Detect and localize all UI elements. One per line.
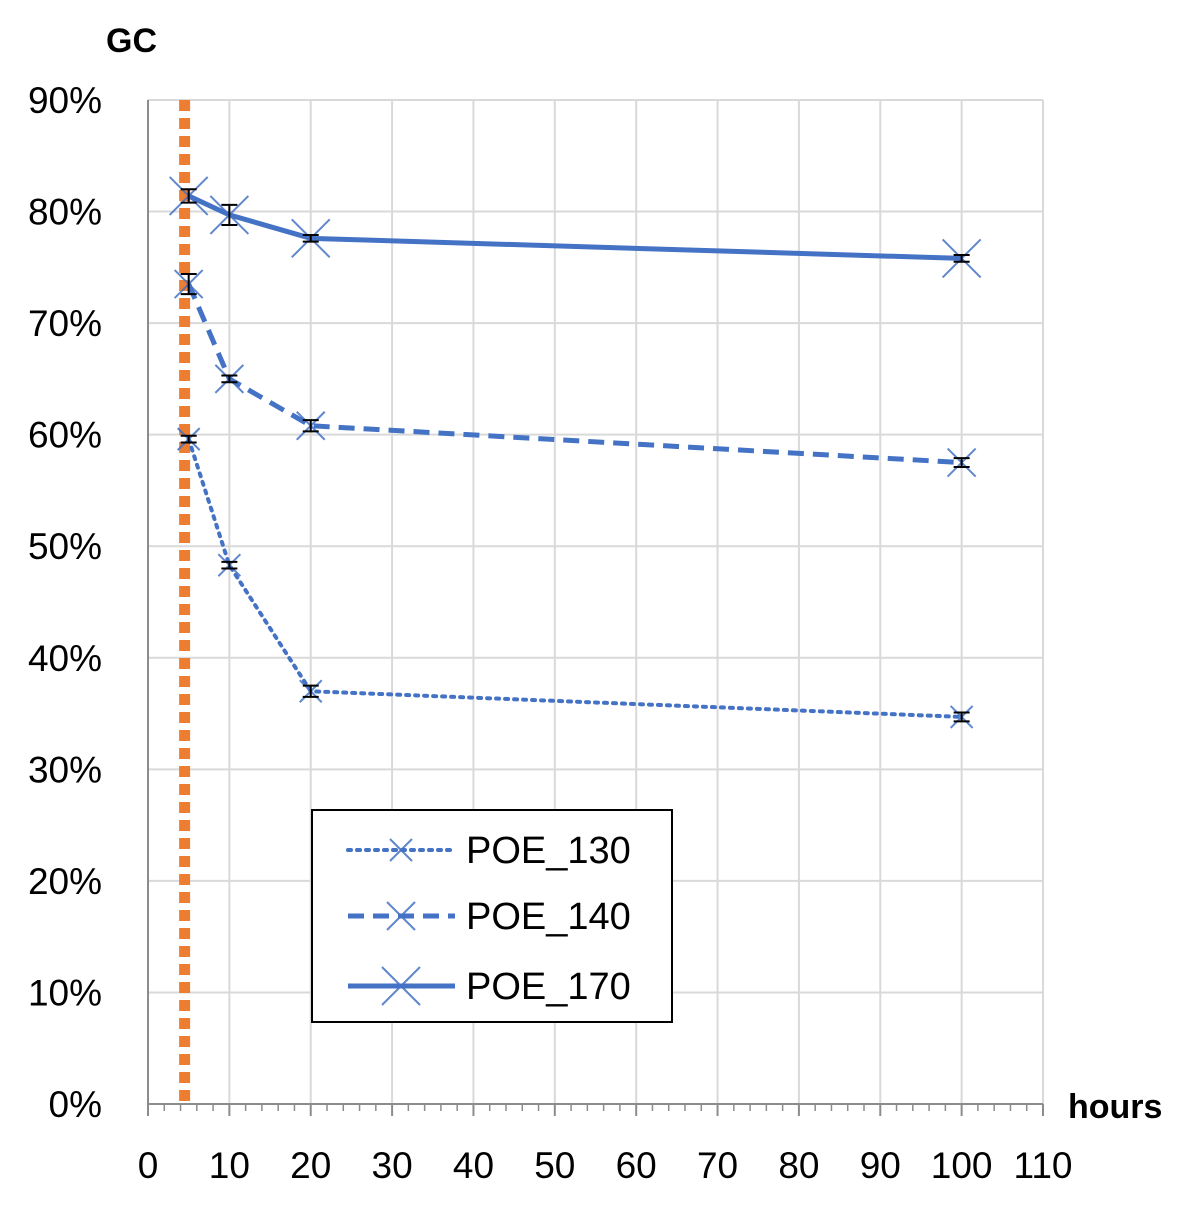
- legend-label: POE_170: [466, 966, 631, 1008]
- x-tick-label: 20: [290, 1145, 331, 1186]
- x-tick-label: 40: [453, 1145, 494, 1186]
- x-tick-label: 0: [138, 1145, 159, 1186]
- legend-entry: POE_130: [346, 830, 631, 872]
- series-line: [187, 193, 962, 261]
- error-bar: [953, 457, 970, 469]
- error-bar: [221, 203, 238, 226]
- series-poe-170: [168, 176, 982, 279]
- y-tick-label: 50%: [28, 526, 102, 567]
- x-tick-label: 90: [860, 1145, 901, 1186]
- y-tick-label: 30%: [28, 749, 102, 790]
- marker-stroke: [389, 838, 413, 862]
- x-tick-label: 110: [1014, 1145, 1073, 1186]
- y-tick-label: 40%: [28, 638, 102, 679]
- legend-entry: POE_140: [348, 896, 631, 938]
- x-tick-label: 30: [372, 1145, 413, 1186]
- series-line: [186, 437, 964, 719]
- marker-stroke: [386, 901, 416, 931]
- legend-marker: [389, 838, 413, 862]
- error-bar: [180, 273, 197, 296]
- error-bar: [221, 374, 238, 384]
- x-tick-label: 70: [697, 1145, 738, 1186]
- y-tick-label: 20%: [28, 861, 102, 902]
- series-poe-130: [176, 427, 974, 729]
- series-line: [186, 283, 962, 466]
- marker-stroke: [381, 966, 421, 1006]
- legend-label: POE_140: [466, 896, 631, 938]
- error-bar: [953, 254, 970, 263]
- y-tick-label: 0%: [49, 1084, 102, 1125]
- y-tick-label: 80%: [28, 192, 102, 233]
- label-layer: GC hours 0% 10% 20% 30% 40% 50% 60% 70% 80% 90% 0 1…: [28, 22, 1163, 1186]
- legend-entry: POE_170: [348, 966, 631, 1008]
- error-bar: [302, 684, 319, 698]
- series-poe-140: [173, 269, 977, 478]
- error-bar: [221, 560, 238, 570]
- x-tick-label: 60: [616, 1145, 657, 1186]
- legend-marker: [381, 966, 421, 1006]
- error-bar: [953, 711, 970, 723]
- legend-label: POE_130: [466, 830, 631, 872]
- axis-layer: [147, 100, 1044, 1116]
- y-tick-label: 90%: [28, 80, 102, 121]
- series-layer: [168, 176, 982, 729]
- x-tick-label: 100: [931, 1145, 993, 1186]
- x-axis-title: hours: [1068, 1088, 1162, 1126]
- legend: POE_130 POE_140 POE_170: [311, 809, 673, 1023]
- y-tick-label: 60%: [28, 415, 102, 456]
- error-bar: [302, 233, 319, 243]
- x-tick-label: 10: [209, 1145, 250, 1186]
- error-bar: [302, 419, 319, 433]
- x-tick-label: 80: [778, 1145, 819, 1186]
- x-tick-label: 50: [534, 1145, 575, 1186]
- error-bar: [180, 434, 197, 444]
- error-bar: [180, 188, 197, 204]
- y-tick-label: 10%: [28, 972, 102, 1013]
- y-tick-label: 70%: [28, 303, 102, 344]
- legend-marker: [386, 901, 416, 931]
- y-axis-title: GC: [106, 22, 157, 60]
